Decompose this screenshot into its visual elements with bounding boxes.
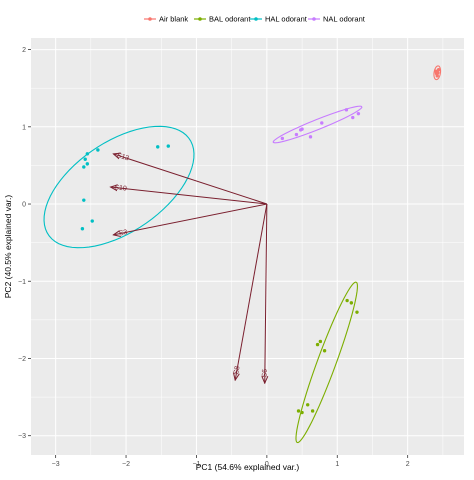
y-tick-label: 2	[22, 47, 26, 54]
point-series-2-3	[83, 157, 87, 161]
point-series-3-3	[308, 135, 313, 139]
y-axis-ticks: −3 −2 −1 0 1 2	[18, 47, 31, 440]
loading-label-S13: S13	[116, 152, 130, 163]
point-series-1-3	[315, 342, 320, 347]
loading-label-S8: S8	[233, 365, 241, 375]
point-series-2-4	[96, 148, 100, 152]
loading-arrows: S13 S10 S3 S8 S6	[111, 152, 269, 383]
point-series-2-9	[166, 144, 170, 148]
legend-key-point	[312, 17, 316, 21]
point-series-3-6	[351, 115, 355, 120]
point-series-1-2	[300, 410, 304, 415]
point-series-1-1	[296, 409, 301, 413]
loading-label-S10: S10	[114, 184, 127, 192]
legend-label: HAL odorant	[265, 15, 308, 24]
loading-arrow-S13	[113, 154, 268, 205]
y-tick-label: 0	[22, 202, 26, 209]
x-axis-ticks: −3 −2 −1 0 1 2	[52, 455, 410, 468]
x-tick-label: 2	[406, 461, 410, 468]
point-series-1-6	[345, 298, 349, 303]
point-series-2-2	[85, 162, 90, 166]
point-series-0-2	[436, 67, 441, 72]
ellipse-series-1	[295, 281, 358, 444]
point-series-2-0	[85, 152, 90, 156]
point-series-3-0	[280, 136, 285, 141]
y-tick-label: 1	[22, 124, 26, 131]
point-series-1-5	[322, 349, 327, 353]
y-axis-title: PC2 (40.5% explained var.)	[3, 195, 13, 299]
point-series-2-7	[80, 227, 85, 231]
legend-label: Air blank	[159, 15, 188, 24]
loading-label-S3: S3	[118, 229, 128, 238]
y-tick-label: −1	[18, 279, 26, 286]
ellipse-series-0	[433, 65, 442, 81]
x-tick-label: −3	[52, 461, 60, 468]
loading-label-S6: S6	[262, 369, 269, 378]
legend-label: BAL odorant	[209, 15, 251, 24]
loading-arrow-S8	[235, 203, 268, 380]
ellipse-series-3	[272, 105, 363, 144]
point-series-1-4	[318, 339, 323, 344]
point-series-2-6	[90, 219, 94, 223]
point-series-2-1	[82, 165, 86, 169]
x-tick-label: 1	[335, 461, 339, 468]
loading-arrow-S6	[265, 204, 267, 383]
y-tick-label: −3	[18, 433, 26, 440]
legend-key-point	[198, 17, 202, 21]
data-points	[80, 67, 441, 415]
point-series-0-4	[436, 71, 440, 75]
group-ellipses	[43, 65, 442, 444]
legend-label: NAL odorant	[323, 15, 366, 24]
loading-arrow-S3	[113, 203, 267, 235]
y-tick-label: −2	[18, 356, 26, 363]
x-axis-title: PC1 (54.6% explained var.)	[196, 462, 300, 472]
x-tick-label: −2	[122, 461, 130, 468]
point-series-3-7	[356, 111, 361, 116]
plot-panel	[31, 38, 464, 455]
grid-lines	[31, 38, 464, 455]
point-series-1-9	[305, 403, 310, 407]
point-series-3-8	[300, 127, 304, 131]
x-tick-label: 0	[265, 461, 269, 468]
x-tick-label: −1	[192, 461, 200, 468]
legend-key-point	[254, 17, 258, 21]
point-series-3-1	[294, 132, 299, 137]
point-series-2-8	[156, 145, 160, 149]
point-series-2-5	[82, 198, 86, 202]
loading-arrow-S10	[111, 187, 267, 205]
ellipse-series-2	[43, 125, 195, 249]
point-series-1-8	[355, 310, 359, 314]
legend-key-point	[148, 17, 152, 21]
point-series-3-5	[344, 108, 349, 112]
point-series-1-7	[349, 301, 354, 305]
point-series-3-4	[320, 121, 324, 125]
point-series-1-0	[310, 409, 315, 413]
legend: Air blank BAL odorant HAL odorant NAL odora…	[144, 15, 366, 24]
